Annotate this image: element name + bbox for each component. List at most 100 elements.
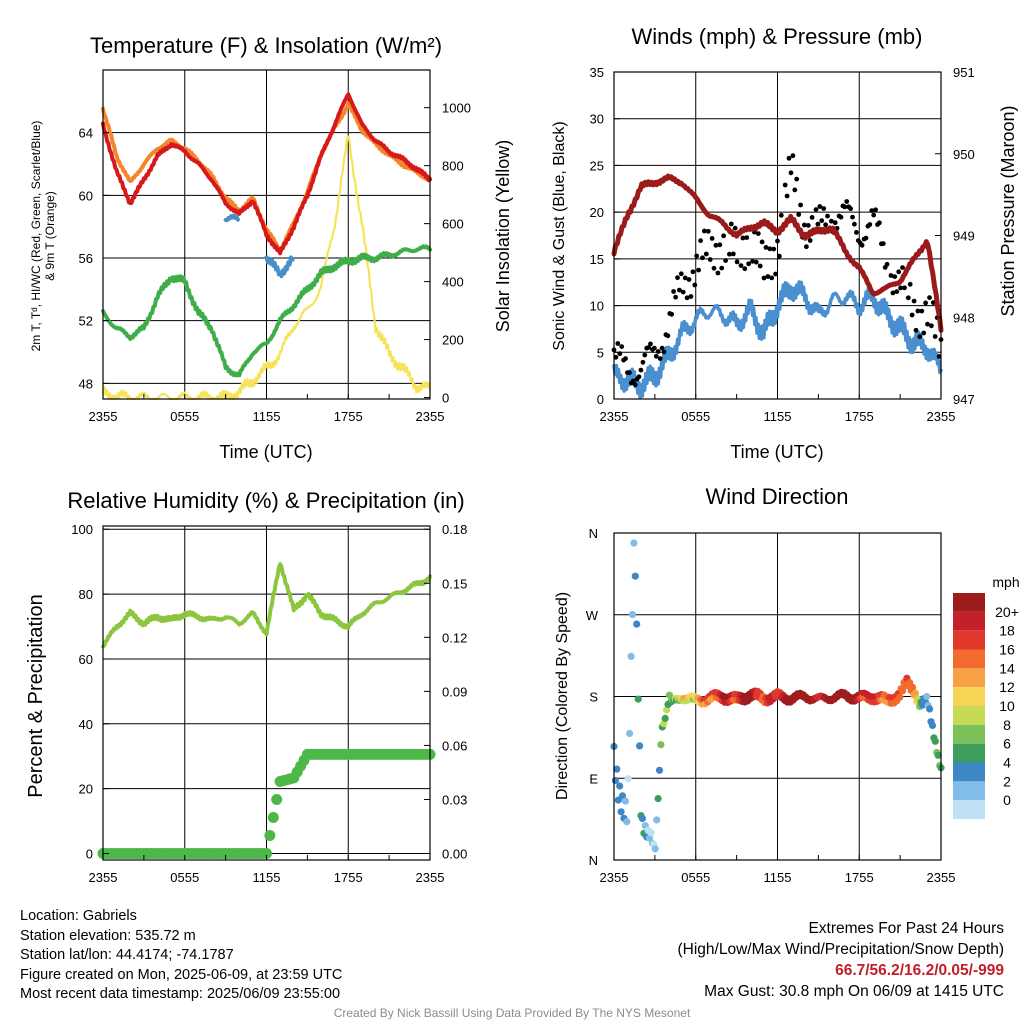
- colorbar-label: 0: [1003, 792, 1011, 808]
- x-tick-label: 1755: [334, 870, 363, 885]
- gust-point: [782, 182, 788, 188]
- gust-point: [929, 323, 934, 329]
- gust-point: [680, 289, 686, 295]
- gust-point: [734, 259, 740, 265]
- location-text: Location: Gabriels: [20, 908, 137, 924]
- gust-point: [627, 370, 632, 376]
- gust-point: [815, 221, 821, 227]
- wind-title: Winds (mph) & Pressure (mb): [632, 24, 923, 49]
- gust-point: [905, 295, 911, 301]
- direction-point: [621, 797, 630, 805]
- direction-point: [663, 706, 671, 714]
- direction-point: [617, 808, 625, 816]
- credit-text: Created By Nick Bassill Using Data Provi…: [333, 1006, 691, 1020]
- x-tick-label: 2355: [89, 409, 118, 424]
- gust-point: [659, 345, 665, 351]
- colorbar-label: 4: [1003, 755, 1011, 771]
- gust-point: [640, 359, 646, 365]
- gust-point: [796, 212, 802, 217]
- gust-point: [786, 155, 792, 161]
- gust-point: [932, 334, 938, 339]
- precip-point: [271, 794, 283, 805]
- direction-point: [634, 695, 642, 703]
- rh-panel: Relative Humidity (%) & Precipitation (i…: [25, 488, 467, 885]
- gust-point: [804, 244, 809, 250]
- gust-point: [909, 312, 915, 318]
- wind-axes: 2355 0555 1155 1755 2355 0 5 10 15 20 25 30 35 947 948…: [590, 65, 975, 424]
- gust-point: [707, 257, 713, 262]
- direction-point: [628, 611, 637, 619]
- gust-point: [632, 382, 638, 388]
- y-tick-label: 0: [86, 847, 93, 862]
- dir-title: Wind Direction: [705, 484, 848, 509]
- direction-point: [655, 766, 664, 774]
- wind-xlabel: Time (UTC): [730, 442, 823, 462]
- gust-point: [921, 330, 927, 336]
- gust-point: [740, 235, 746, 241]
- rh-grid: [103, 526, 430, 860]
- gust-point: [832, 220, 838, 226]
- gust-point: [771, 246, 777, 252]
- y-tick-label: W: [586, 608, 599, 623]
- gust-point: [778, 212, 784, 218]
- direction-point: [626, 729, 634, 738]
- gust-point: [871, 212, 877, 218]
- gust-point: [636, 374, 642, 380]
- extremes-title: Extremes For Past 24 Hours: [808, 920, 1004, 937]
- gust-point: [728, 221, 734, 227]
- gust-point: [888, 273, 894, 278]
- x-tick-label: 2355: [927, 870, 956, 885]
- direction-point: [653, 816, 661, 824]
- rh-series: [97, 562, 436, 859]
- gust-point: [619, 344, 625, 349]
- gust-point: [723, 258, 728, 263]
- rh-ylabel-left: Percent & Precipitation: [25, 594, 47, 797]
- temp-ylabel-left-1: 2m T, Tᵈ, HI/WC (Red, Green, Scarlet/Blu…: [29, 121, 43, 352]
- gust-point: [927, 295, 932, 300]
- colorbar-cell: [953, 593, 985, 612]
- y-tick-label: 48: [79, 376, 93, 391]
- gust-point: [763, 245, 769, 250]
- gust-point: [807, 238, 813, 243]
- gust-point: [613, 354, 619, 360]
- precip-point: [264, 830, 276, 841]
- gust-point: [767, 246, 773, 252]
- y-tick-label: 64: [79, 126, 93, 141]
- gust-point: [655, 349, 661, 354]
- direction-point: [654, 795, 662, 803]
- temp-title: Temperature (F) & Insolation (W/m²): [90, 33, 442, 58]
- gust-point: [854, 230, 859, 235]
- gust-point: [829, 218, 834, 224]
- extremes-info: Extremes For Past 24 Hours (High/Low/Max…: [678, 918, 1005, 1002]
- y2-tick-label: 0.18: [442, 522, 467, 537]
- gust-point: [823, 222, 828, 228]
- y-tick-label: 0: [597, 392, 604, 407]
- gust-point: [892, 274, 898, 279]
- gust-point: [842, 204, 848, 210]
- y-tick-label: 80: [79, 587, 93, 602]
- gust-point: [911, 298, 917, 304]
- y-tick-label: N: [589, 526, 598, 541]
- gust-point: [727, 251, 732, 257]
- gust-point: [623, 356, 628, 361]
- direction-point: [657, 741, 665, 749]
- gust-point: [902, 285, 907, 291]
- colorbar-label: 6: [1003, 736, 1011, 752]
- gust-point: [669, 311, 675, 317]
- gust-point: [630, 378, 636, 384]
- gust-point: [867, 222, 873, 227]
- y2-tick-label: 951: [953, 65, 975, 80]
- gust-point: [900, 265, 905, 270]
- colorbar-cell: [953, 668, 985, 688]
- direction-point: [661, 714, 669, 723]
- direction-point: [651, 845, 659, 853]
- gust-point: [698, 238, 703, 244]
- gust-point: [863, 235, 869, 241]
- gust-point: [705, 228, 711, 234]
- direction-point: [896, 693, 904, 701]
- x-tick-label: 1155: [253, 409, 281, 424]
- gust-point: [788, 170, 794, 176]
- gust-point: [859, 242, 865, 248]
- gust-point: [890, 290, 896, 296]
- gust-point: [794, 176, 800, 182]
